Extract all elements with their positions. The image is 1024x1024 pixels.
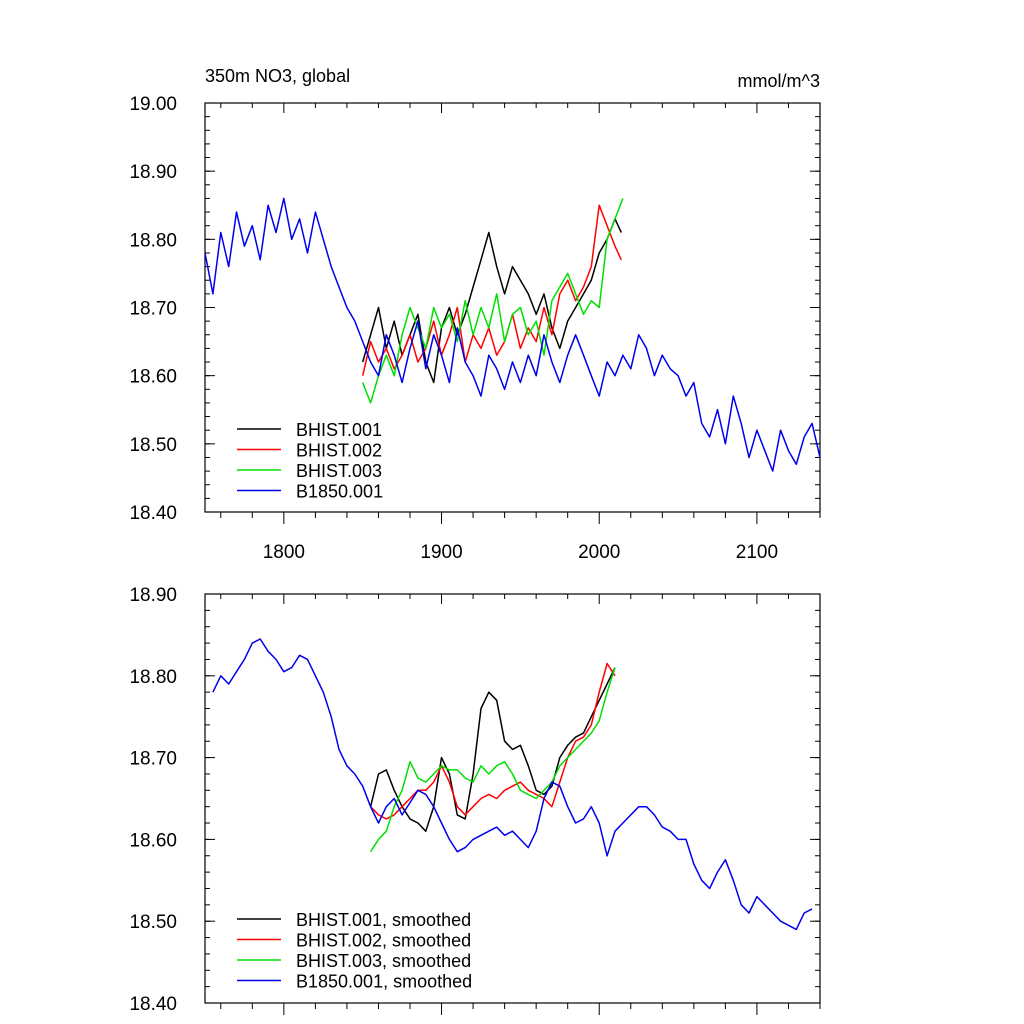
- top-panel: 350m NO3, global mmol/m^3 18.40 18.50 18.6…: [129, 66, 821, 563]
- top-xtick-label: 1900: [420, 542, 462, 563]
- top-xtick-label: 2100: [736, 542, 778, 563]
- top-axis-ticks: 18.40 18.50 18.60 18.70 18.80 18.90 19.00 1800 1…: [129, 94, 821, 563]
- bottom-series-b1850-001-smoothed: [212, 638, 813, 931]
- bottom-ytick-label: 18.60: [129, 830, 177, 851]
- bottom-legend-label: B1850.001, smoothed: [296, 972, 472, 992]
- bottom-plot-frame: [204, 593, 821, 1004]
- bottom-series-bhist-001-smoothed: [369, 667, 616, 832]
- bottom-ytick-label: 18.50: [129, 912, 177, 933]
- top-ytick-label: 18.50: [129, 435, 177, 456]
- bottom-legend-label: BHIST.001, smoothed: [296, 910, 471, 930]
- top-ytick-label: 18.80: [129, 230, 177, 251]
- bottom-ytick-label: 18.90: [129, 585, 177, 606]
- top-xtick-label: 1800: [263, 542, 305, 563]
- top-series-bhist-003: [362, 198, 624, 404]
- top-ytick-label: 19.00: [129, 94, 177, 115]
- top-xtick-label: 2000: [578, 542, 620, 563]
- top-series-b1850-001: [204, 197, 821, 472]
- top-legend-label: B1850.001: [296, 482, 383, 502]
- bottom-series-bhist-002-smoothed: [370, 662, 616, 820]
- chart-units: mmol/m^3: [738, 71, 820, 91]
- top-series-group: [204, 197, 821, 472]
- top-series-bhist-002: [361, 204, 622, 376]
- bottom-ytick-label: 18.80: [129, 667, 177, 688]
- bottom-ytick-label: 18.70: [129, 749, 177, 770]
- bottom-legend-label: BHIST.003, smoothed: [296, 951, 471, 971]
- top-series-bhist-001: [361, 218, 622, 384]
- bottom-series-bhist-003-smoothed: [369, 667, 616, 853]
- top-legend-label: BHIST.001: [296, 420, 382, 440]
- chart-title: 350m NO3, global: [205, 66, 350, 86]
- top-ytick-label: 18.40: [129, 503, 177, 524]
- bottom-axis-ticks: 18.40 18.50 18.60 18.70 18.80 18.90: [129, 585, 821, 1015]
- bottom-panel: 18.40 18.50 18.60 18.70 18.80 18.90 BHIST.001…: [129, 585, 821, 1015]
- top-ytick-label: 18.60: [129, 367, 177, 388]
- top-legend-label: BHIST.003: [296, 461, 382, 481]
- top-ytick-label: 18.90: [129, 162, 177, 183]
- bottom-series-group: [212, 638, 813, 931]
- bottom-legend-label: BHIST.002, smoothed: [296, 931, 471, 951]
- bottom-ytick-label: 18.40: [129, 994, 177, 1015]
- top-legend-label: BHIST.002: [296, 441, 382, 461]
- top-ytick-label: 18.70: [129, 299, 177, 320]
